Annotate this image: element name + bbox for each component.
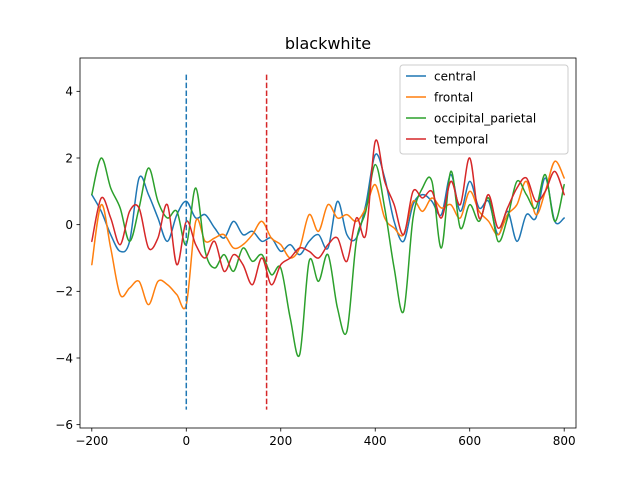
legend-label-central: central [434, 69, 476, 83]
axes-frame [79, 57, 577, 429]
x-tick-label: 200 [269, 434, 292, 448]
series-line-temporal [91, 139, 565, 286]
y-tick-label: 2 [65, 151, 73, 165]
legend-label-temporal: temporal [434, 132, 488, 146]
x-tick-label: 0 [182, 434, 190, 448]
legend-label-occipital-parietal: occipital_parietal [434, 111, 536, 125]
legend-box [399, 64, 569, 155]
series-line-frontal [91, 160, 565, 310]
y-tick-label: −2 [55, 285, 73, 299]
chart-title: blackwhite [285, 34, 371, 53]
x-tick-label: 600 [458, 434, 481, 448]
y-tick-label: 4 [65, 85, 73, 99]
x-tick-label: −200 [75, 434, 108, 448]
series-lines [91, 139, 565, 358]
legend-label-frontal: frontal [434, 90, 473, 104]
x-tick-label: 800 [553, 434, 576, 448]
plot-area: −200 0 200 400 600 800 −6 −4 −2 0 2 4 central frontal… [55, 57, 577, 448]
y-tick-label: −4 [55, 351, 73, 365]
x-tick-label: 400 [364, 434, 387, 448]
legend: central frontal occipital_parietal temporal [399, 64, 569, 155]
y-tick-label: 0 [65, 218, 73, 232]
y-tick-label: −6 [55, 418, 73, 432]
